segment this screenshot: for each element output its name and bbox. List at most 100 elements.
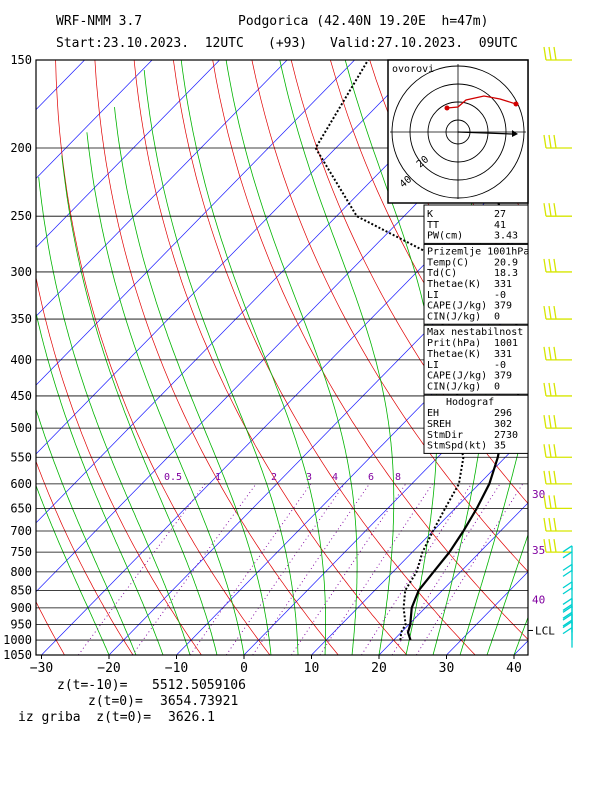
z0-label: z(t=0)=	[88, 694, 143, 709]
moist-adiabat	[36, 407, 137, 655]
pressure-tick-label: 500	[10, 421, 32, 435]
pressure-tick-label: 250	[10, 209, 32, 223]
moist-adiabat	[36, 484, 110, 655]
wind-barb-flag	[543, 539, 547, 553]
surface-panel-title: Prizemlje 1001hPa	[427, 246, 529, 257]
wind-barb	[543, 134, 572, 149]
wind-barb-flag	[543, 382, 547, 397]
hodo-value: 2730	[494, 430, 518, 441]
wind-barb	[543, 46, 572, 61]
hodo-label: EH	[427, 408, 439, 419]
max-label: Thetae(K)	[427, 349, 481, 360]
surface-value: 379	[494, 301, 512, 312]
mixing-ratio-label: 1	[215, 472, 221, 483]
lcl-label: LCL	[535, 624, 555, 637]
basic-label: TT	[427, 220, 439, 231]
basic-panel	[423, 204, 529, 244]
pressure-tick-label: 650	[10, 501, 32, 515]
pressure-tick-label: 300	[10, 265, 32, 279]
lead-time: (+93)	[268, 36, 308, 51]
wind-barb-flag	[562, 619, 573, 627]
hodo-label: SREH	[427, 419, 451, 430]
wind-barb-flag	[543, 346, 547, 361]
mixing-ratio-label: 0.5	[164, 472, 182, 483]
mixing-ratio-label: 6	[368, 472, 374, 483]
basic-value: 3.43	[494, 231, 518, 242]
wind-barb-flag	[548, 346, 552, 361]
max-label: CIN(J/kg)	[427, 381, 481, 392]
wind-barb-flag	[553, 134, 557, 149]
wind-barb-flag	[548, 203, 552, 217]
hodograph-storm-vector	[457, 131, 513, 135]
surface-value: 0	[494, 311, 500, 322]
dry-adiabat	[94, 60, 339, 655]
mixing-ratio-line	[225, 483, 345, 655]
pressure-tick-label: 400	[10, 353, 32, 367]
isotherm-line	[36, 60, 423, 455]
pressure-tick-label: 1050	[3, 648, 32, 662]
wind-barb-flag	[562, 621, 573, 629]
max-panel-title: Max nestabilnost	[427, 327, 523, 338]
wind-barb-flag	[562, 545, 573, 553]
isotherm-line	[36, 60, 288, 317]
pressure-tick-label: 700	[10, 524, 32, 538]
wind-barb	[543, 258, 572, 273]
wind-barb	[543, 495, 572, 510]
dry-adiabat	[55, 60, 271, 655]
wind-barb	[543, 470, 572, 485]
pressure-tick-label: 450	[10, 389, 32, 403]
wind-barb-flag	[548, 46, 552, 61]
z0-grib-label: iz griba z(t=0)=	[18, 710, 152, 725]
wind-barb-flag	[553, 539, 557, 553]
surface-value: 18.3	[494, 268, 518, 279]
mixing-ratio-label: 3	[306, 472, 312, 483]
hodograph-storm-arrow	[512, 130, 518, 137]
wind-barb-flag	[548, 495, 552, 509]
mixing-ratio-line	[252, 483, 370, 655]
max-value: 379	[494, 371, 512, 382]
wind-barb-flag	[562, 611, 573, 619]
basic-value: 27	[494, 209, 506, 220]
mixing-ratio-label: 2	[271, 472, 277, 483]
temperature-tick-label: 0	[240, 661, 248, 676]
dewpoint-profile	[314, 60, 465, 641]
mixing-ratio-line	[319, 483, 433, 655]
hodograph-end-point	[513, 101, 519, 107]
max-value: 331	[494, 349, 512, 360]
wind-barb	[543, 305, 572, 320]
dry-adiabat	[526, 60, 528, 64]
wind-barb-flag	[562, 627, 573, 635]
wind-barb-flag	[553, 415, 557, 429]
max-panel	[423, 324, 529, 395]
max-value: 1001	[494, 338, 518, 349]
wind-barb-flag	[543, 495, 547, 509]
isotherm-line	[378, 502, 528, 655]
z0-grib-value: 3626.1	[168, 710, 215, 725]
mixing-ratio-label: 4	[332, 472, 338, 483]
wind-barb-flag	[543, 415, 547, 429]
wind-barb-flag	[548, 305, 552, 320]
surface-label: Temp(C)	[427, 257, 469, 268]
wind-barb-flag	[562, 569, 573, 577]
surface-value: -0	[494, 290, 506, 301]
hodograph-trace	[446, 95, 517, 109]
wind-barb-low	[562, 621, 573, 648]
wind-barb-flag	[553, 305, 557, 320]
valid-time: Valid:27.10.2023. 09UTC	[330, 36, 518, 51]
pressure-tick-label: 850	[10, 583, 32, 597]
wind-barb-flag	[553, 517, 557, 532]
isotherm-line	[108, 226, 528, 655]
model-title: WRF-NMM 3.7	[56, 14, 143, 29]
temperature-tick-label: 40	[506, 661, 522, 676]
wind-barb-flag	[548, 382, 552, 397]
wind-barb-flag	[548, 415, 552, 429]
dry-adiabat	[36, 275, 202, 655]
moist-adiabat	[86, 132, 245, 655]
wind-barb-flag	[543, 258, 547, 273]
mixing-ratio-line	[131, 483, 257, 655]
wind-barb-flag	[553, 46, 557, 61]
wind-barb	[543, 346, 572, 361]
wind-barb-flag	[553, 203, 557, 217]
max-label: Prit(hPa)	[427, 338, 481, 349]
mixing-ratio-line	[291, 483, 407, 655]
